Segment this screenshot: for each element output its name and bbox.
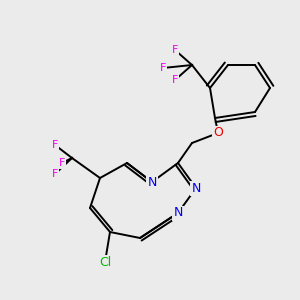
- Text: N: N: [191, 182, 201, 194]
- Text: F: F: [59, 158, 65, 168]
- Text: O: O: [213, 127, 223, 140]
- Text: N: N: [147, 176, 157, 188]
- Text: F: F: [52, 140, 58, 150]
- Text: F: F: [52, 169, 58, 179]
- Text: Cl: Cl: [99, 256, 111, 268]
- Text: F: F: [160, 63, 166, 73]
- Text: F: F: [172, 45, 178, 55]
- Text: F: F: [172, 75, 178, 85]
- Text: N: N: [173, 206, 183, 220]
